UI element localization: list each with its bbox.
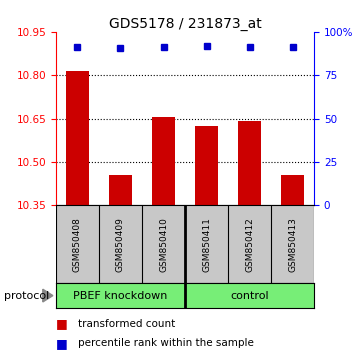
Text: ■: ■ xyxy=(56,337,68,350)
Text: control: control xyxy=(230,291,269,301)
Bar xyxy=(66,71,89,205)
Text: transformed count: transformed count xyxy=(78,319,175,329)
Text: ■: ■ xyxy=(56,318,68,330)
Text: GSM850412: GSM850412 xyxy=(245,217,254,272)
Text: percentile rank within the sample: percentile rank within the sample xyxy=(78,338,253,348)
Bar xyxy=(109,175,132,205)
Text: GSM850411: GSM850411 xyxy=(202,217,211,272)
Title: GDS5178 / 231873_at: GDS5178 / 231873_at xyxy=(109,17,261,31)
Text: GSM850408: GSM850408 xyxy=(73,217,82,272)
Bar xyxy=(152,117,175,205)
Bar xyxy=(281,175,304,205)
Text: GSM850410: GSM850410 xyxy=(159,217,168,272)
Text: GSM850413: GSM850413 xyxy=(288,217,297,272)
Text: PBEF knockdown: PBEF knockdown xyxy=(73,291,168,301)
Text: protocol: protocol xyxy=(4,291,49,301)
Text: GSM850409: GSM850409 xyxy=(116,217,125,272)
Polygon shape xyxy=(43,289,53,302)
Bar xyxy=(195,126,218,205)
Bar xyxy=(238,121,261,205)
